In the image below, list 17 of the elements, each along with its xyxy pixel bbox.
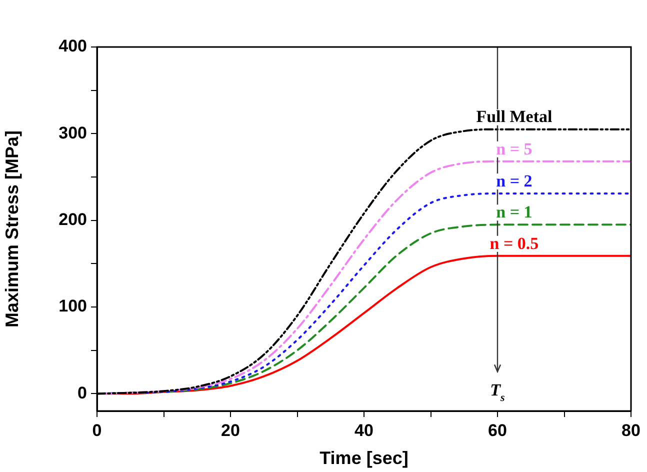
y-tick-label: 100 [58, 296, 87, 316]
x-tick-label: 40 [354, 420, 374, 440]
series-label: n = 5 [496, 139, 532, 158]
x-tick-label: 0 [92, 420, 102, 440]
series-label: Full Metal [476, 107, 552, 126]
x-tick-label: 20 [221, 420, 240, 440]
y-tick-label: 400 [58, 36, 87, 56]
series-label: n = 1 [496, 202, 532, 222]
series-label: n = 0.5 [490, 234, 539, 253]
y-axis-title: Maximum Stress [MPa] [2, 130, 22, 328]
y-tick-label: 200 [58, 210, 87, 230]
x-tick-label: 80 [622, 420, 640, 440]
y-tick-label: 0 [78, 383, 87, 402]
x-axis-title: Time [sec] [320, 448, 408, 468]
x-tick-label: 60 [488, 420, 507, 440]
y-tick-label: 300 [58, 123, 87, 142]
series-label: n = 2 [496, 171, 532, 190]
